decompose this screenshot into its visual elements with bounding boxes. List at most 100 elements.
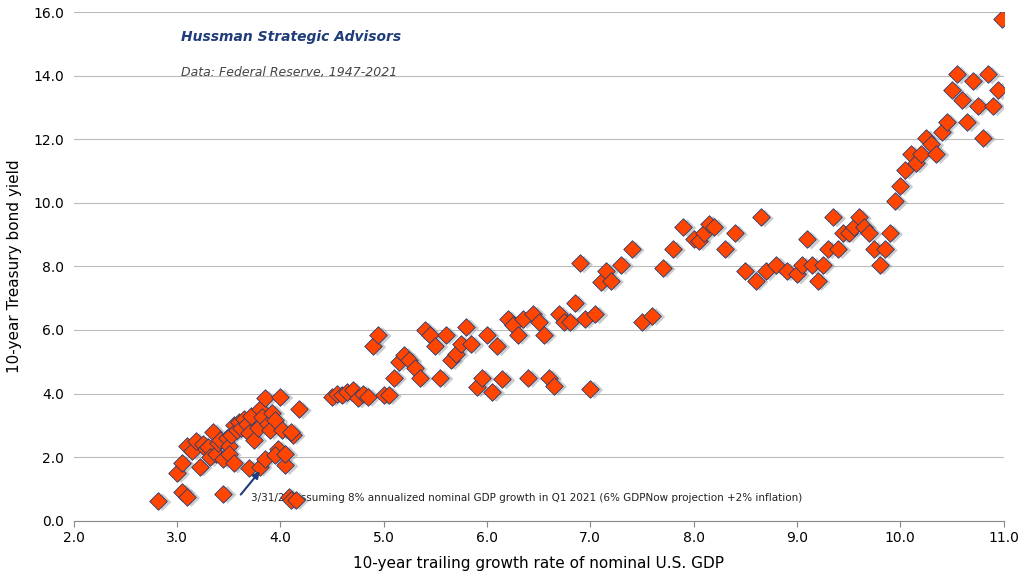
Point bbox=[607, 277, 624, 287]
Text: 3/31/21 assuming 8% annualized nominal GDP growth in Q1 2021 (6% GDPNow projecti: 3/31/21 assuming 8% annualized nominal G… bbox=[251, 493, 802, 503]
Point bbox=[530, 317, 547, 327]
Point bbox=[255, 406, 272, 415]
Y-axis label: 10-year Treasury bond yield: 10-year Treasury bond yield bbox=[7, 160, 22, 373]
Point bbox=[209, 428, 226, 438]
Point bbox=[268, 409, 284, 418]
Point bbox=[753, 213, 770, 222]
Point bbox=[286, 497, 303, 506]
Point bbox=[204, 444, 221, 453]
Point bbox=[499, 376, 515, 385]
Point bbox=[979, 135, 995, 144]
Point bbox=[458, 322, 474, 331]
Point bbox=[380, 392, 396, 401]
Point bbox=[284, 494, 301, 503]
Point bbox=[834, 246, 851, 255]
Point bbox=[592, 278, 608, 287]
Point bbox=[695, 238, 711, 247]
Point bbox=[220, 455, 236, 465]
Point bbox=[280, 492, 297, 501]
Point bbox=[520, 373, 537, 382]
Point bbox=[212, 435, 229, 444]
Point bbox=[898, 165, 914, 174]
Point bbox=[586, 386, 602, 395]
Point bbox=[881, 228, 898, 238]
Point bbox=[249, 424, 266, 433]
Point bbox=[773, 261, 789, 271]
Point bbox=[614, 260, 630, 269]
Point bbox=[364, 393, 381, 402]
Point bbox=[233, 424, 249, 433]
Point bbox=[815, 260, 831, 269]
Point bbox=[437, 330, 453, 339]
Point bbox=[246, 435, 263, 444]
Point bbox=[939, 117, 955, 127]
Point bbox=[212, 450, 229, 460]
Point bbox=[980, 70, 996, 79]
Point bbox=[953, 71, 970, 80]
Point bbox=[726, 228, 743, 238]
Point bbox=[891, 198, 907, 208]
Point bbox=[659, 265, 675, 274]
Point bbox=[902, 166, 918, 176]
Point bbox=[990, 86, 1007, 95]
Point bbox=[334, 391, 351, 400]
Point bbox=[804, 260, 821, 269]
Point bbox=[779, 266, 795, 276]
Point bbox=[949, 70, 965, 79]
Point bbox=[706, 222, 722, 231]
Point bbox=[494, 343, 510, 352]
Point bbox=[473, 384, 489, 393]
Point bbox=[255, 463, 272, 472]
Point bbox=[221, 441, 237, 450]
Point bbox=[436, 375, 452, 384]
Point bbox=[536, 330, 552, 339]
Point bbox=[225, 450, 241, 460]
Point bbox=[395, 358, 411, 368]
Point bbox=[270, 444, 286, 454]
Point bbox=[975, 134, 991, 143]
Point bbox=[556, 317, 573, 327]
Point bbox=[741, 268, 757, 277]
Point bbox=[628, 246, 644, 255]
Point bbox=[416, 375, 432, 384]
Point bbox=[551, 309, 567, 318]
Point bbox=[324, 392, 341, 401]
Point bbox=[509, 322, 525, 331]
Point bbox=[288, 431, 305, 440]
Point bbox=[264, 408, 280, 417]
Point bbox=[173, 469, 190, 479]
Point bbox=[229, 425, 245, 435]
Point bbox=[560, 318, 577, 328]
Point bbox=[928, 141, 944, 150]
Point bbox=[284, 430, 301, 439]
Point bbox=[340, 387, 356, 397]
Point bbox=[535, 318, 551, 328]
Point bbox=[984, 71, 1000, 80]
Point bbox=[994, 87, 1011, 96]
Point bbox=[189, 447, 205, 457]
Point bbox=[783, 268, 799, 277]
Point bbox=[582, 384, 598, 394]
Point bbox=[179, 488, 195, 498]
Point bbox=[793, 271, 810, 280]
Point bbox=[401, 355, 418, 365]
Point bbox=[261, 395, 277, 404]
Point bbox=[365, 341, 382, 350]
Point bbox=[840, 228, 857, 238]
Point bbox=[752, 277, 768, 287]
Point bbox=[844, 230, 861, 239]
Point bbox=[281, 450, 298, 460]
Point bbox=[634, 317, 650, 327]
Point bbox=[261, 455, 277, 465]
Point bbox=[219, 434, 235, 443]
Point bbox=[716, 244, 733, 254]
Point bbox=[241, 428, 258, 438]
Point bbox=[519, 316, 536, 325]
Text: Hussman Strategic Advisors: Hussman Strategic Advisors bbox=[181, 30, 401, 45]
Point bbox=[865, 230, 881, 239]
Point bbox=[188, 436, 204, 446]
Point bbox=[202, 453, 219, 462]
Point bbox=[236, 414, 252, 424]
Point bbox=[278, 427, 294, 436]
Point bbox=[215, 454, 232, 463]
